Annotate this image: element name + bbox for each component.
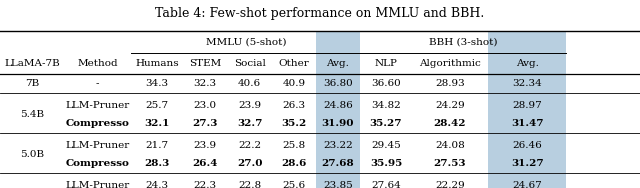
- Text: 28.6: 28.6: [281, 159, 307, 168]
- Text: 23.0: 23.0: [193, 101, 216, 110]
- Text: Humans: Humans: [135, 59, 179, 68]
- Text: 27.64: 27.64: [371, 181, 401, 188]
- Text: MMLU (5-shot): MMLU (5-shot): [205, 37, 286, 46]
- Text: BBH (3-shot): BBH (3-shot): [429, 37, 498, 46]
- Text: Compresso: Compresso: [66, 159, 129, 168]
- Bar: [488, 31, 566, 188]
- Text: 22.3: 22.3: [193, 181, 216, 188]
- Text: 27.0: 27.0: [237, 159, 262, 168]
- Text: 36.80: 36.80: [323, 79, 353, 88]
- Text: 23.9: 23.9: [193, 141, 216, 150]
- Text: 27.53: 27.53: [434, 159, 466, 168]
- Text: 34.3: 34.3: [145, 79, 168, 88]
- Text: 28.42: 28.42: [434, 119, 466, 128]
- Text: 27.3: 27.3: [192, 119, 218, 128]
- Text: Compresso: Compresso: [66, 119, 129, 128]
- Text: 24.67: 24.67: [513, 181, 542, 188]
- Text: 28.93: 28.93: [435, 79, 465, 88]
- Text: LLM-Pruner: LLM-Pruner: [65, 141, 130, 150]
- Text: 24.08: 24.08: [435, 141, 465, 150]
- Text: 23.9: 23.9: [238, 101, 261, 110]
- Text: 24.29: 24.29: [435, 101, 465, 110]
- Text: 21.7: 21.7: [145, 141, 168, 150]
- Bar: [316, 31, 360, 188]
- Text: 22.29: 22.29: [435, 181, 465, 188]
- Text: -: -: [96, 79, 99, 88]
- Text: 23.85: 23.85: [323, 181, 353, 188]
- Text: 40.6: 40.6: [238, 79, 261, 88]
- Text: 35.27: 35.27: [370, 119, 402, 128]
- Text: 26.46: 26.46: [513, 141, 542, 150]
- Text: 32.34: 32.34: [513, 79, 542, 88]
- Text: 25.6: 25.6: [282, 181, 305, 188]
- Text: 35.2: 35.2: [281, 119, 307, 128]
- Text: Avg.: Avg.: [326, 59, 349, 68]
- Text: Table 4: Few-shot performance on MMLU and BBH.: Table 4: Few-shot performance on MMLU an…: [156, 7, 484, 20]
- Text: 32.1: 32.1: [144, 119, 170, 128]
- Text: 28.97: 28.97: [513, 101, 542, 110]
- Text: 27.68: 27.68: [322, 159, 354, 168]
- Text: Other: Other: [278, 59, 309, 68]
- Text: 32.3: 32.3: [193, 79, 216, 88]
- Text: 25.7: 25.7: [145, 101, 168, 110]
- Text: 34.82: 34.82: [371, 101, 401, 110]
- Text: 25.8: 25.8: [282, 141, 305, 150]
- Text: 35.95: 35.95: [370, 159, 402, 168]
- Text: 5.4B: 5.4B: [20, 110, 44, 119]
- Text: 36.60: 36.60: [371, 79, 401, 88]
- Text: NLP: NLP: [374, 59, 397, 68]
- Text: 22.2: 22.2: [238, 141, 261, 150]
- Text: 24.86: 24.86: [323, 101, 353, 110]
- Text: 7B: 7B: [25, 79, 39, 88]
- Text: 31.90: 31.90: [322, 119, 354, 128]
- Text: LLM-Pruner: LLM-Pruner: [65, 181, 130, 188]
- Text: LLaMA-7B: LLaMA-7B: [4, 59, 60, 68]
- Text: 24.3: 24.3: [145, 181, 168, 188]
- Text: LLM-Pruner: LLM-Pruner: [65, 101, 130, 110]
- Text: Social: Social: [234, 59, 266, 68]
- Text: 32.7: 32.7: [237, 119, 262, 128]
- Text: 31.27: 31.27: [511, 159, 543, 168]
- Text: 26.3: 26.3: [282, 101, 305, 110]
- Text: 26.4: 26.4: [192, 159, 218, 168]
- Text: 5.0B: 5.0B: [20, 150, 44, 159]
- Text: Avg.: Avg.: [516, 59, 539, 68]
- Text: 22.8: 22.8: [238, 181, 261, 188]
- Text: Method: Method: [77, 59, 118, 68]
- Text: 23.22: 23.22: [323, 141, 353, 150]
- Text: Algorithmic: Algorithmic: [419, 59, 481, 68]
- Text: 28.3: 28.3: [144, 159, 170, 168]
- Text: 29.45: 29.45: [371, 141, 401, 150]
- Text: 31.47: 31.47: [511, 119, 543, 128]
- Text: 40.9: 40.9: [282, 79, 305, 88]
- Text: STEM: STEM: [189, 59, 221, 68]
